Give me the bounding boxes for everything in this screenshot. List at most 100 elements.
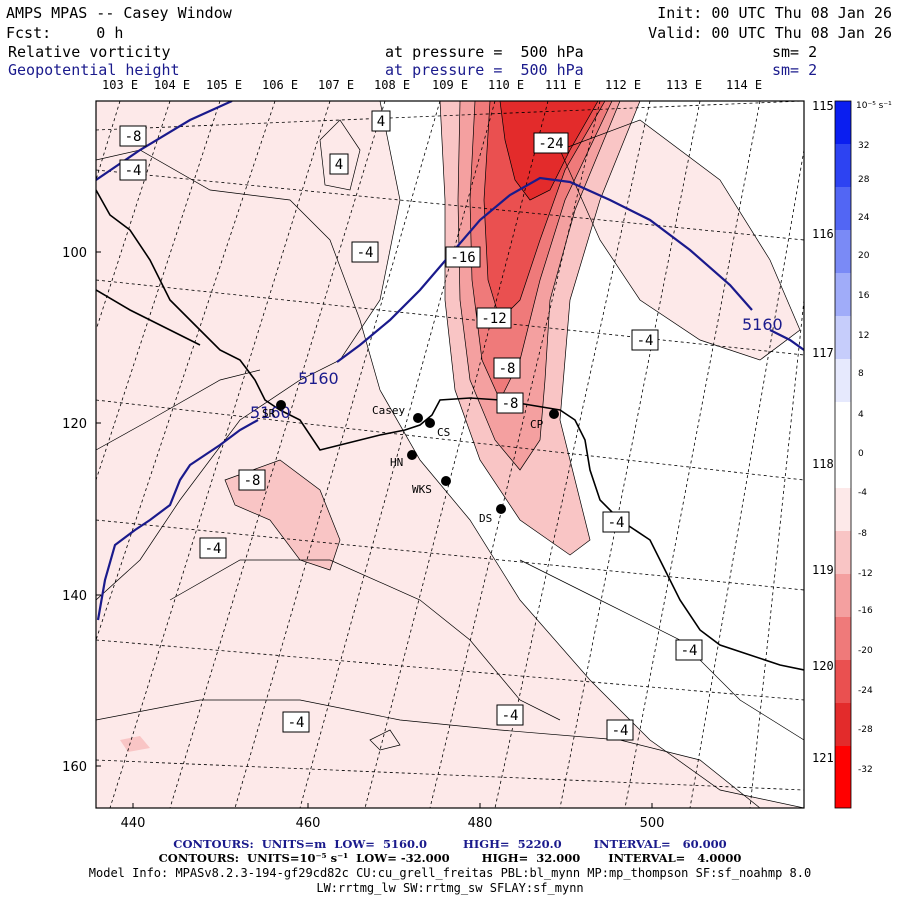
contour-label: -4: [602, 511, 630, 533]
contour-label-text: -8: [125, 129, 142, 145]
colorbar: [834, 100, 852, 809]
contour-label-text: -4: [502, 708, 519, 724]
colorbar-tick: -16: [858, 606, 873, 616]
contour-label-text: -4: [608, 515, 625, 531]
contour-label-text: -4: [288, 715, 305, 731]
station-sr: SR: [262, 400, 286, 420]
contour-label: -8: [496, 392, 524, 414]
colorbar-tick: 24: [858, 213, 870, 223]
colorbar-tick: -28: [858, 725, 873, 735]
station-label: WKS: [412, 483, 432, 496]
valid-time: Valid: 00 UTC Thu 08 Jan 26: [648, 24, 892, 42]
forecast-hour: Fcst: 0 h: [6, 24, 124, 42]
station-hn: HN: [390, 450, 417, 469]
colorbar-tick: 28: [858, 175, 870, 185]
field1-name: Relative vorticity: [8, 43, 171, 61]
coastline: [96, 189, 804, 671]
colorbar-tick: -8: [858, 529, 867, 539]
contour-label-text: -16: [450, 250, 475, 266]
station-casey: Casey: [372, 404, 423, 423]
contour-label: -4: [606, 719, 634, 741]
contour-label: -8: [238, 469, 266, 491]
contour-label-group: -8 -4 4 4 -4 -16 -24 -12 -8 -8 -4 -4 -8 …: [119, 110, 703, 741]
station-label: DS: [479, 512, 492, 525]
lon-label: 113 E: [666, 78, 702, 92]
field2-level: at pressure = 500 hPa: [385, 61, 584, 79]
contour-label: -8: [493, 357, 521, 379]
colorbar-tick: -20: [858, 646, 873, 656]
contour-label-text: -4: [357, 245, 374, 261]
colorbar-tick: 0: [858, 449, 864, 459]
height-label: 5160: [298, 369, 339, 388]
field2-smoothing: sm= 2: [772, 61, 818, 79]
y-tick-label: 160: [62, 760, 87, 775]
lon-label: 104 E: [154, 78, 190, 92]
colorbar-tick: -4: [858, 488, 867, 498]
contour-label: -4: [282, 711, 310, 733]
contour-label: -4: [351, 241, 379, 263]
lon-label: 114 E: [726, 78, 762, 92]
y-tick-label: 100: [62, 246, 87, 261]
field1-level: at pressure = 500 hPa: [385, 43, 584, 61]
contour-label-text: -4: [125, 163, 142, 179]
lon-label: 111 E: [545, 78, 581, 92]
footer-vorticity-contours: CONTOURS: UNITS=10⁻⁵ s⁻¹ LOW= -32.000 HI…: [158, 851, 742, 865]
lon-label: 109 E: [432, 78, 468, 92]
colorbar-tick: -32: [858, 765, 873, 775]
colorbar-tick: -12: [858, 569, 873, 579]
plot-frame: [95, 100, 805, 809]
contour-label-text: -4: [681, 643, 698, 659]
x-tick-label: 460: [296, 816, 321, 831]
contour-label-text: 4: [377, 114, 385, 130]
colorbar-tick: 16: [858, 291, 870, 301]
lon-label: 106 E: [262, 78, 298, 92]
colorbar-tick: -24: [858, 686, 873, 696]
contour-label: -8: [119, 125, 147, 147]
contour-label: -4: [675, 639, 703, 661]
contour-label: -4: [631, 329, 659, 351]
contour-label-text: 4: [335, 157, 343, 173]
lon-label: 105 E: [206, 78, 242, 92]
lon-labels: 103 E 104 E 105 E 106 E 107 E 108 E 109 …: [102, 78, 762, 92]
contour-label-text: -8: [499, 361, 516, 377]
lon-label: 103 E: [102, 78, 138, 92]
station-label: CS: [437, 426, 450, 439]
contour-label-text: -24: [538, 136, 563, 152]
footer-model-info: Model Info: MPASv8.2.3-194-gf29cd82c CU:…: [88, 866, 812, 880]
station-cs: CS: [425, 418, 450, 439]
graticule: [96, 101, 804, 808]
contour-label: 4: [371, 110, 391, 132]
lon-label: 107 E: [318, 78, 354, 92]
station-ds: DS: [479, 504, 506, 525]
station-label: Casey: [372, 404, 405, 417]
station-cp: CP: [530, 409, 559, 431]
station-label: SR: [262, 407, 276, 420]
field2-name: Geopotential height: [8, 61, 180, 79]
lon-label: 108 E: [374, 78, 410, 92]
colorbar-tick: 4: [858, 410, 864, 420]
field1-smoothing: sm= 2: [772, 43, 818, 61]
contour-label: -24: [533, 132, 569, 154]
colorbar-unit: 10⁻⁵ s⁻¹: [856, 101, 892, 111]
lon-label: 110 E: [488, 78, 524, 92]
height-label: 5160: [742, 315, 783, 334]
init-time: Init: 00 UTC Thu 08 Jan 26: [657, 4, 892, 22]
height-contour: [96, 101, 804, 621]
contour-label-text: -4: [637, 333, 654, 349]
footer-height-contours: CONTOURS: UNITS=m LOW= 5160.0 HIGH= 5220…: [173, 837, 727, 851]
y-tick-label: 120: [62, 417, 87, 432]
colorbar-tick: 32: [858, 141, 869, 151]
contour-label-text: -8: [244, 473, 261, 489]
colorbar-tick: 20: [858, 251, 870, 261]
y-tick-label: 140: [62, 589, 87, 604]
footer-physics: LW:rrtmg_lw SW:rrtmg_sw SFLAY:sf_mynn: [316, 881, 584, 895]
vorticity-shading: [96, 101, 804, 808]
contour-label: 4: [329, 153, 349, 175]
contour-label: -12: [476, 307, 512, 329]
x-tick-label: 480: [468, 816, 493, 831]
contour-label: -4: [496, 704, 524, 726]
x-tick-label: 440: [121, 816, 146, 831]
colorbar-tick: 12: [858, 331, 869, 341]
station-wks: WKS: [412, 476, 451, 496]
